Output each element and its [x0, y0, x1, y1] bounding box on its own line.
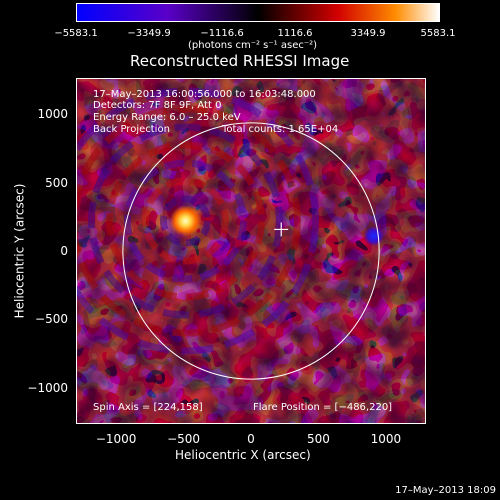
y-axis-label: Heliocentric Y (arcsec) — [12, 183, 27, 319]
flare-ring — [141, 177, 229, 265]
method-label: Back Projection — [93, 124, 170, 135]
y-tick-label: 500 — [45, 175, 68, 190]
flare-position-label: Flare Position = [−486,220] — [253, 402, 393, 413]
flare-ring — [105, 141, 265, 301]
time-range-label: 17–May–2013 16:00:56.000 to 16:03:48.000 — [93, 89, 316, 100]
y-tick-label: 0 — [60, 244, 68, 258]
x-tick-label: 500 — [306, 432, 330, 446]
rhessi-image-svg — [77, 79, 425, 423]
flare-ring — [87, 123, 283, 319]
flare-ring — [159, 195, 211, 247]
plot-title: Reconstructed RHESSI Image — [130, 52, 350, 70]
energy-range-label: Energy Range: 6.0 – 25.0 keV — [93, 112, 241, 123]
x-tick-label: 0 — [247, 432, 255, 446]
colorbar — [76, 3, 440, 22]
colorbar-tick: −3349.9 — [127, 28, 171, 39]
flare-source — [169, 204, 202, 237]
flare-ring — [123, 159, 247, 283]
y-tick-label: −1000 — [27, 380, 68, 395]
colorbar-tick: −1116.6 — [200, 28, 244, 39]
x-tick-label: −500 — [167, 432, 201, 446]
colorbar-tick: 5583.1 — [420, 28, 456, 39]
total-counts-label: Total counts: 1.65E+04 — [222, 124, 339, 135]
colorbar-gradient — [77, 4, 439, 21]
x-axis-label: Heliocentric X (arcsec) — [175, 448, 311, 462]
colorbar-tick: 1116.6 — [277, 28, 313, 39]
colorbar-units: (photons cm⁻² s⁻¹ asec⁻²) — [188, 40, 318, 51]
negative-source — [363, 225, 384, 246]
y-tick-label: 1000 — [37, 107, 68, 122]
spin-axis-marker — [274, 222, 289, 237]
detectors-label: Detectors: 7F 8F 9F, Att 0 — [93, 100, 222, 111]
colorbar-tick: 3349.9 — [350, 28, 386, 39]
flare-ring — [77, 87, 319, 355]
x-tick-label: 1000 — [370, 432, 402, 446]
image-plot: 17–May–2013 16:00:56.000 to 16:03:48.000… — [76, 78, 426, 424]
y-tick-label: −500 — [35, 312, 68, 327]
flare-rings — [77, 87, 319, 355]
flare-ring — [77, 105, 301, 337]
spin-axis-label: Spin Axis = [224,158] — [93, 402, 203, 413]
x-tick-label: −1000 — [95, 432, 137, 446]
solar-limb-circle — [122, 122, 380, 380]
footer-timestamp: 17–May–2013 18:09 — [395, 485, 496, 496]
colorbar-tick: −5583.1 — [54, 28, 98, 39]
